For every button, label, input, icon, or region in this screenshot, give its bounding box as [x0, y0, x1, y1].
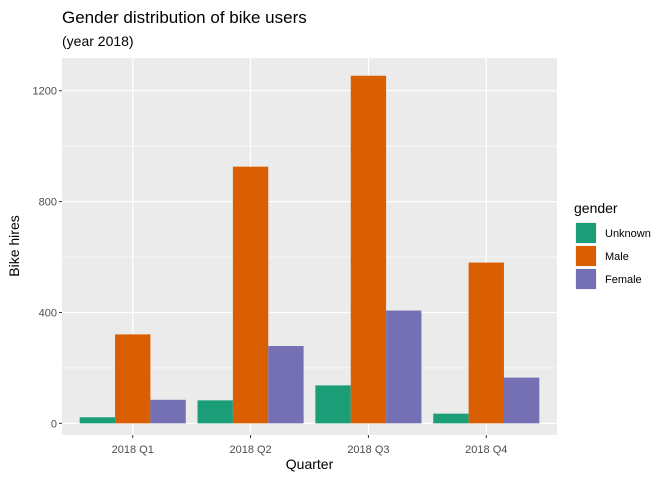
legend-swatch-female — [576, 269, 596, 289]
legend-swatch-unknown — [576, 223, 596, 243]
legend-title: gender — [574, 200, 618, 216]
bar-female-2 — [268, 346, 304, 424]
bar-male-2 — [232, 166, 269, 424]
bars — [79, 75, 540, 424]
bar-male-1 — [115, 334, 151, 424]
bar-female-3 — [386, 310, 422, 424]
bar-unknown-3 — [315, 385, 351, 424]
legend-label-male: Male — [605, 251, 629, 263]
bar-female-4 — [503, 377, 540, 424]
x-axis-title: Quarter — [286, 456, 334, 472]
y-tick-label: 400 — [39, 307, 57, 319]
y-axis: 0 400 800 1200 — [33, 86, 62, 430]
bar-unknown-1 — [79, 417, 116, 424]
bar-male-4 — [468, 262, 504, 424]
y-tick-label: 0 — [51, 418, 57, 430]
bar-male-3 — [350, 75, 387, 424]
x-axis: 2018 Q1 2018 Q2 2018 Q3 2018 Q4 — [112, 435, 507, 456]
bar-unknown-2 — [197, 400, 233, 424]
chart-title: Gender distribution of bike users — [62, 8, 307, 27]
bar-unknown-4 — [433, 413, 469, 424]
y-tick-label: 800 — [39, 197, 57, 209]
x-tick-label: 2018 Q3 — [347, 444, 389, 456]
legend: gender Unknown Male Female — [574, 200, 651, 290]
legend-label-unknown: Unknown — [605, 228, 651, 240]
chart-subtitle: (year 2018) — [62, 33, 134, 49]
legend-items: Unknown Male Female — [575, 222, 651, 290]
x-tick-label: 2018 Q1 — [112, 444, 154, 456]
x-tick-label: 2018 Q4 — [465, 444, 507, 456]
bar-female-1 — [150, 399, 186, 424]
y-axis-title: Bike hires — [6, 215, 22, 276]
legend-swatch-male — [576, 246, 596, 266]
x-tick-label: 2018 Q2 — [229, 444, 271, 456]
legend-label-female: Female — [605, 274, 642, 286]
y-tick-label: 1200 — [33, 86, 57, 98]
